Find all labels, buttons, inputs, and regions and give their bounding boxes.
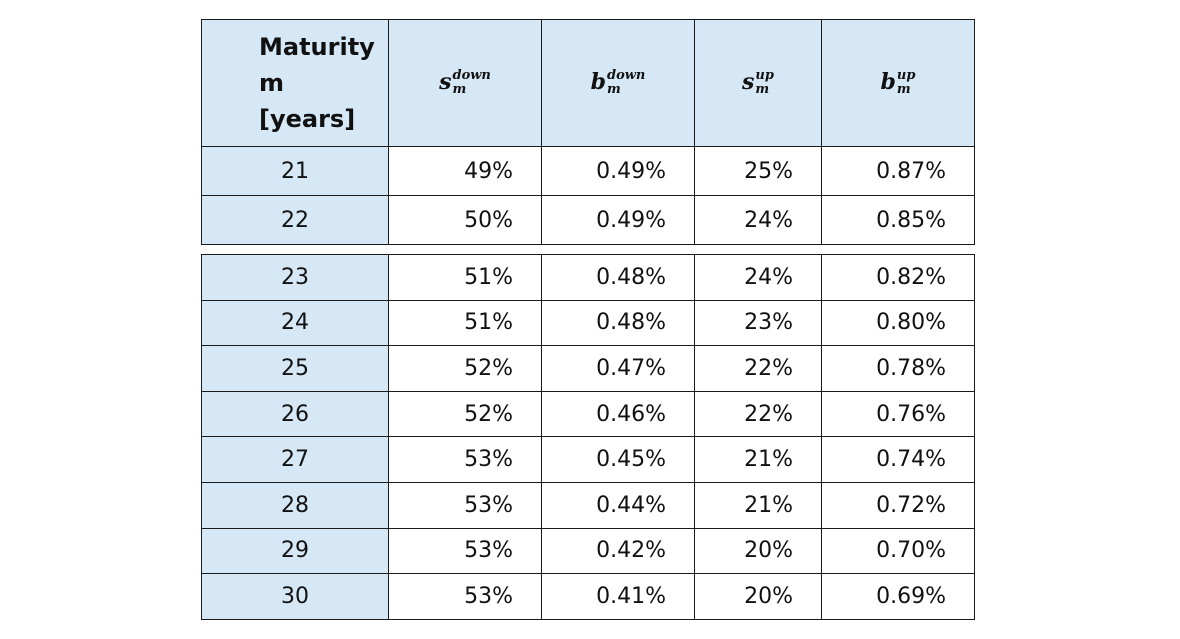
b-up-cell: 0.78% bbox=[821, 345, 975, 392]
s-down-cell: 53% bbox=[388, 573, 542, 620]
b-up-cell: 0.80% bbox=[821, 299, 975, 347]
table-row: 29 53% 0.42% 20% 0.70% bbox=[201, 527, 975, 575]
table-row: 26 52% 0.46% 22% 0.76% bbox=[201, 390, 975, 438]
symbol-subscript: m bbox=[896, 82, 911, 97]
b-down-cell: 0.44% bbox=[541, 481, 695, 529]
symbol-superscript: up bbox=[896, 68, 916, 83]
symbol-superscript: down bbox=[606, 68, 646, 83]
maturity-cell: 26 bbox=[201, 390, 389, 438]
b-down-cell: 0.46% bbox=[541, 390, 695, 438]
maturity-cell: 24 bbox=[201, 299, 389, 347]
maturity-header: Maturity m [years] bbox=[201, 19, 389, 147]
table-row: 22 50% 0.49% 24% 0.85% bbox=[201, 195, 975, 245]
maturity-header-line: [years] bbox=[259, 105, 356, 133]
s-up-cell: 24% bbox=[694, 254, 822, 301]
table-row: 30 53% 0.41% 20% 0.69% bbox=[201, 573, 975, 620]
s-up-cell: 22% bbox=[694, 390, 822, 438]
b-down-cell: 0.42% bbox=[541, 527, 695, 575]
symbol-subscript: m bbox=[452, 82, 467, 97]
symbol-base: s bbox=[742, 69, 755, 95]
s-down-cell: 49% bbox=[388, 146, 542, 196]
table-row: 27 53% 0.45% 21% 0.74% bbox=[201, 436, 975, 483]
s-up-header: s up m bbox=[694, 19, 822, 147]
b-down-cell: 0.45% bbox=[541, 436, 695, 483]
symbol-subscript: m bbox=[606, 82, 621, 97]
maturity-header-line: Maturity bbox=[259, 33, 375, 61]
maturity-table-bottom: 23 51% 0.48% 24% 0.82% 24 51% 0.48% 23% … bbox=[201, 254, 975, 620]
maturity-cell: 30 bbox=[201, 573, 389, 620]
maturity-cell: 29 bbox=[201, 527, 389, 575]
s-down-cell: 52% bbox=[388, 345, 542, 392]
table-row: 23 51% 0.48% 24% 0.82% bbox=[201, 254, 975, 301]
symbol-base: s bbox=[439, 69, 452, 95]
b-up-cell: 0.87% bbox=[821, 146, 975, 196]
symbol-subscript: m bbox=[755, 82, 770, 97]
table-row: 25 52% 0.47% 22% 0.78% bbox=[201, 345, 975, 392]
table-row: 28 53% 0.44% 21% 0.72% bbox=[201, 481, 975, 529]
s-down-cell: 52% bbox=[388, 390, 542, 438]
s-down-cell: 53% bbox=[388, 527, 542, 575]
b-up-cell: 0.72% bbox=[821, 481, 975, 529]
b-down-cell: 0.48% bbox=[541, 254, 695, 301]
maturity-cell: 28 bbox=[201, 481, 389, 529]
s-down-header: s down m bbox=[388, 19, 542, 147]
b-up-cell: 0.82% bbox=[821, 254, 975, 301]
s-down-cell: 51% bbox=[388, 254, 542, 301]
s-up-cell: 20% bbox=[694, 573, 822, 620]
symbol-base: b bbox=[590, 69, 606, 95]
b-up-cell: 0.85% bbox=[821, 195, 975, 245]
b-up-header: b up m bbox=[821, 19, 975, 147]
maturity-header-line: m bbox=[259, 69, 285, 97]
s-down-cell: 53% bbox=[388, 436, 542, 483]
b-up-cell: 0.74% bbox=[821, 436, 975, 483]
symbol-superscript: up bbox=[755, 68, 774, 83]
b-down-header: b down m bbox=[541, 19, 695, 147]
maturity-cell: 21 bbox=[201, 146, 389, 196]
s-up-cell: 21% bbox=[694, 436, 822, 483]
s-up-cell: 22% bbox=[694, 345, 822, 392]
maturity-cell: 22 bbox=[201, 195, 389, 245]
b-up-cell: 0.70% bbox=[821, 527, 975, 575]
s-up-cell: 21% bbox=[694, 481, 822, 529]
s-up-cell: 24% bbox=[694, 195, 822, 245]
s-up-cell: 25% bbox=[694, 146, 822, 196]
b-down-cell: 0.41% bbox=[541, 573, 695, 620]
maturity-cell: 25 bbox=[201, 345, 389, 392]
table-row: 21 49% 0.49% 25% 0.87% bbox=[201, 146, 975, 196]
s-down-cell: 53% bbox=[388, 481, 542, 529]
symbol-superscript: down bbox=[452, 68, 491, 83]
b-up-cell: 0.76% bbox=[821, 390, 975, 438]
b-up-cell: 0.69% bbox=[821, 573, 975, 620]
b-down-cell: 0.49% bbox=[541, 195, 695, 245]
b-down-cell: 0.49% bbox=[541, 146, 695, 196]
s-down-cell: 50% bbox=[388, 195, 542, 245]
table-row: 24 51% 0.48% 23% 0.80% bbox=[201, 299, 975, 347]
maturity-cell: 23 bbox=[201, 254, 389, 301]
s-down-cell: 51% bbox=[388, 299, 542, 347]
b-down-cell: 0.47% bbox=[541, 345, 695, 392]
s-up-cell: 20% bbox=[694, 527, 822, 575]
symbol-base: b bbox=[880, 69, 896, 95]
s-up-cell: 23% bbox=[694, 299, 822, 347]
b-down-cell: 0.48% bbox=[541, 299, 695, 347]
maturity-cell: 27 bbox=[201, 436, 389, 483]
